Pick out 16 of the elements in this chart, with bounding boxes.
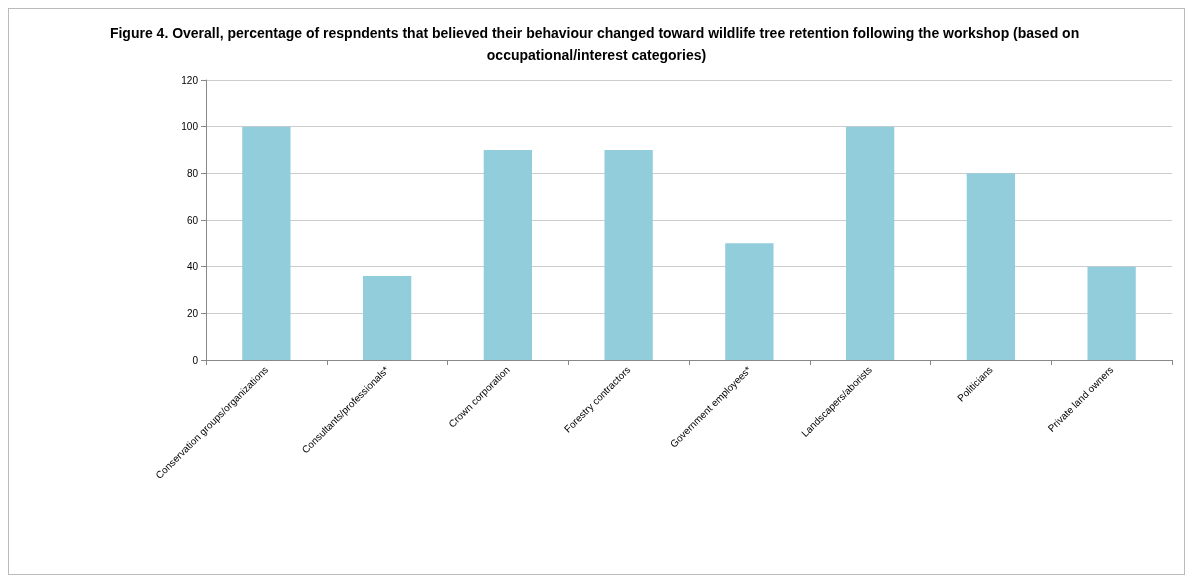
y-tick-label: 100 [181, 121, 199, 133]
bar [483, 150, 533, 360]
bar [1087, 266, 1136, 360]
bar [845, 126, 895, 360]
y-tick-label: 120 [181, 74, 199, 86]
chart-title: Figure 4. Overall, percentage of respndents that believed their behaviour changed toward wildlife tree retention following the workshop (based on occupational/interest categories) [109, 25, 1084, 63]
bar [362, 276, 412, 360]
y-tick-label: 40 [186, 261, 199, 273]
bar [966, 173, 1016, 360]
y-tick-label: 60 [186, 214, 199, 226]
y-tick-label: 20 [186, 307, 199, 319]
bar [242, 126, 291, 360]
bar [604, 150, 653, 360]
y-tick-label: 0 [192, 354, 199, 366]
bar [725, 243, 774, 360]
y-tick-label: 80 [186, 167, 199, 179]
